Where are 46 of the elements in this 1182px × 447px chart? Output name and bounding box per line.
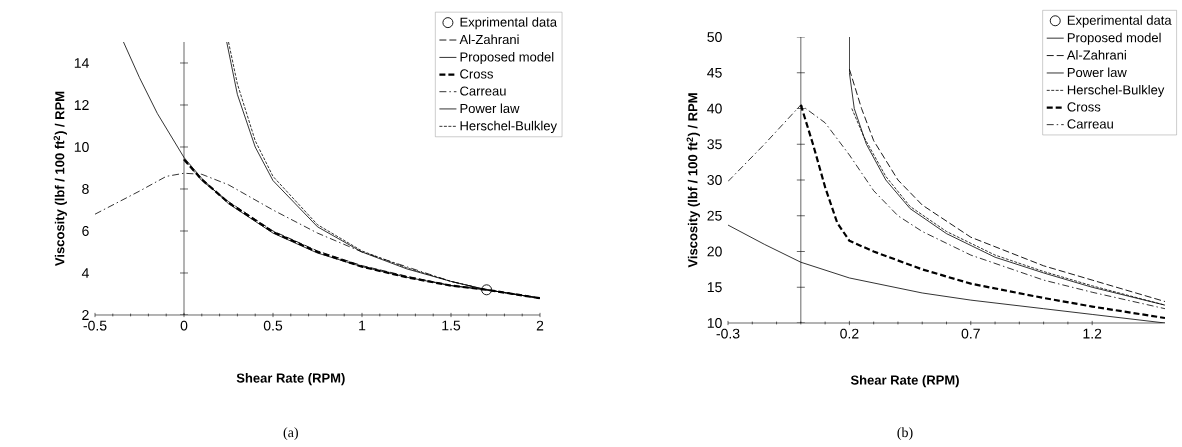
x-tick-label: 0.5 [263,320,283,331]
y-tick-label: 8 [82,184,89,194]
y-tick-label: 4 [81,268,89,278]
y-tick-label: 2 [82,310,89,320]
legend-label: Al-Zahrani [459,34,519,45]
legend-label: Cross [460,69,493,79]
legend-label: Herschel-Bulkley [1067,84,1165,98]
y-tick-label: 25 [707,210,722,221]
x-axis-title: Shear Rate (RPM) [236,373,345,386]
y-tick-label: 12 [74,100,89,110]
x-tick-label: 1.2 [1083,328,1102,339]
x-tick-label: 1 [359,320,366,331]
legend-label: Carreau [460,86,506,96]
y-tick-label: 6 [82,226,89,236]
legend-label: Cross [1067,102,1101,112]
legend-label: Proposed model [460,51,554,65]
text: (b) [897,427,913,440]
x-tick-label: 0.7 [961,328,980,339]
x-tick-label: 2 [536,320,544,331]
y-tick-label: 45 [707,67,722,78]
x-tick-label: -0.5 [83,320,107,331]
y-tick-label: 10 [707,318,722,328]
x-axis-title: Shear Rate (RPM) [850,375,959,388]
text: (a) [283,427,298,440]
y-tick-label: 35 [707,139,722,150]
y-axis-title: Viscosity (lbf / 100 ft$^{2}$) / RPM [686,93,700,268]
x-tick-label: -0.3 [716,328,740,339]
y-tick-label: 10 [74,142,89,152]
legend-label: Proposed model [1067,32,1161,45]
legend-label: Herschel-Bulkley [460,120,557,133]
y-tick-label: 50 [707,32,722,42]
y-tick-label: 14 [74,58,89,68]
y-tick-label: 40 [707,103,722,114]
x-tick-label: 0 [180,320,188,331]
legend-label: Al-Zahrani [1066,50,1126,60]
legend-label: Power law [1067,67,1127,78]
y-axis-title: Viscosity (lbf / 100 ft$^{2}$) / RPM [53,91,67,266]
legend-label: Power law [460,103,520,114]
y-tick-label: 15 [707,282,722,293]
x-tick-label: 1.5 [442,320,461,331]
legend-label: Experimental data [1067,15,1172,28]
legend-label: Exprimental data [460,17,558,30]
y-tick-label: 30 [707,175,722,185]
x-tick-label: 0.2 [840,328,859,339]
legend-label: Carreau [1067,119,1113,129]
y-tick-label: 20 [707,246,722,257]
